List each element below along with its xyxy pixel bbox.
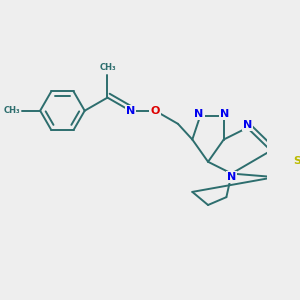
Text: N: N [220, 109, 230, 119]
Text: CH₃: CH₃ [99, 63, 116, 72]
Text: CH₃: CH₃ [4, 106, 20, 115]
Text: N: N [126, 106, 135, 116]
Text: O: O [150, 106, 160, 116]
Text: N: N [194, 109, 203, 119]
Text: S: S [294, 156, 300, 166]
Text: N: N [227, 172, 236, 182]
Text: N: N [243, 120, 252, 130]
